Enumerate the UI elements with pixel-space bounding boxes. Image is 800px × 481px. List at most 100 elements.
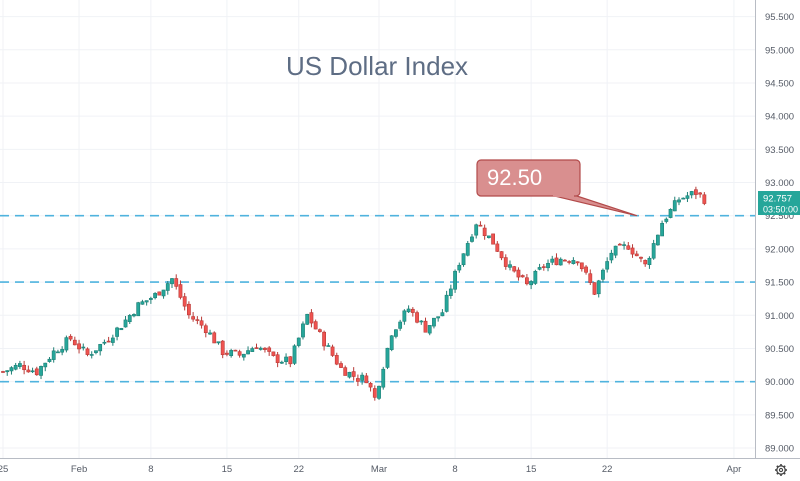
settings-button-bg[interactable] (762, 460, 800, 481)
candle-body (94, 350, 98, 353)
candle-body (127, 315, 132, 323)
candle-body (681, 197, 686, 200)
candle-body (233, 349, 238, 352)
candle-body (271, 351, 276, 356)
candle-body (423, 320, 428, 333)
y-tick-label: 91.500 (765, 278, 794, 289)
candle-body (584, 266, 588, 273)
last-price-badge-bg (758, 191, 800, 215)
candle-body (123, 319, 128, 328)
candle-body (60, 349, 65, 353)
candle-body (317, 329, 322, 332)
candle-body (394, 329, 398, 337)
candle-body (208, 332, 212, 335)
x-tick-label: Apr (727, 464, 742, 475)
candle-body (148, 298, 153, 300)
candle-body (68, 335, 73, 340)
candle-body (508, 264, 512, 268)
x-tick-label: 8 (452, 464, 457, 475)
x-axis: 25 Feb 8 15 22 Mar 8 15 22 Apr (0, 458, 800, 481)
candle-body (579, 262, 584, 270)
candle-body (660, 223, 665, 237)
candle-body (199, 320, 204, 326)
candle-body (465, 243, 470, 256)
candle-body (626, 245, 631, 250)
candle-body (596, 280, 601, 295)
candle-body (347, 371, 352, 378)
x-tick-label: 8 (148, 464, 153, 475)
callout-label: 92.50 (487, 165, 542, 190)
candle-body (520, 275, 525, 278)
candle-body (664, 218, 669, 222)
candle-body (592, 282, 597, 295)
y-axis-background (755, 0, 800, 458)
y-tick-label: 90.000 (765, 377, 794, 388)
candle-body (39, 365, 43, 376)
candle-body (432, 317, 436, 327)
last-price-label: 92.757 (763, 194, 792, 205)
chart-settings-button[interactable] (762, 460, 800, 481)
candle-body (364, 375, 369, 384)
candle-body (693, 189, 698, 195)
candle-body (1, 371, 5, 373)
candle-body (322, 331, 327, 347)
candle-body (630, 247, 635, 255)
candle-body (554, 257, 559, 266)
candle-body (157, 291, 162, 296)
candle-body (301, 323, 305, 338)
candle-body (372, 388, 377, 398)
candle-body (453, 270, 457, 290)
y-tick-label: 90.500 (765, 344, 794, 355)
candle-body (110, 337, 115, 343)
candle-body (698, 192, 703, 195)
gear-icon[interactable] (775, 464, 787, 476)
candle-body (237, 351, 242, 356)
candle-body (305, 313, 310, 325)
candle-body (651, 243, 656, 259)
y-tick-label: 94.000 (765, 112, 794, 123)
y-tick-label: 94.500 (765, 78, 794, 89)
candle-body (144, 300, 149, 303)
y-tick-labels: 95.500 95.000 94.500 94.000 93.500 93.000 92.5… (765, 12, 794, 454)
candle-body (567, 261, 572, 263)
candle-body (263, 347, 267, 350)
candle-body (56, 351, 60, 354)
candle-body (448, 288, 453, 296)
x-tick-label: Feb (71, 464, 87, 475)
candle-body (655, 234, 660, 246)
candle-body (275, 354, 280, 363)
candle-body (605, 261, 610, 270)
candle-body (702, 194, 707, 204)
y-tick-label: 92.500 (765, 211, 794, 222)
candle-body (72, 339, 77, 346)
callout-box (476, 159, 581, 197)
candle-body (398, 321, 403, 329)
candle-body (491, 233, 496, 245)
candle-body (402, 310, 407, 322)
candle-body (461, 253, 466, 266)
candle-body (9, 367, 14, 372)
candle-body (634, 253, 639, 257)
candle-body (617, 243, 622, 246)
candle-body (119, 328, 124, 331)
x-tick-label: 15 (222, 464, 233, 475)
candle-body (550, 258, 555, 263)
candle-body (203, 325, 208, 334)
candle-body (170, 278, 174, 285)
candle-body (98, 344, 103, 352)
candle-body (546, 262, 550, 269)
candle-body (529, 281, 534, 286)
candle-body (360, 374, 365, 381)
candle-body (512, 266, 517, 272)
candle-body (495, 243, 500, 252)
candle-body (563, 259, 567, 262)
candle-body (457, 264, 462, 271)
candle-body (26, 369, 31, 373)
candles (1, 186, 707, 401)
candle-body (622, 244, 626, 246)
candle-body (503, 257, 508, 267)
callout-seam (553, 194, 574, 197)
price-callout: 92.50 (476, 159, 638, 217)
candle-body (377, 385, 381, 399)
x-tick-label: 22 (602, 464, 613, 475)
